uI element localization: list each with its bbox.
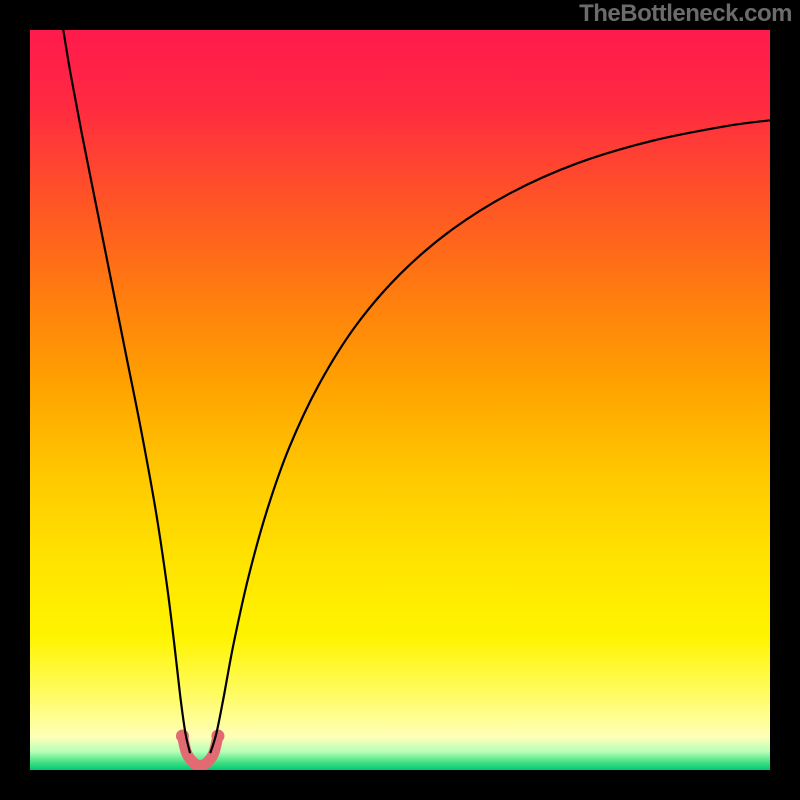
bottleneck-chart <box>0 0 800 800</box>
watermark-text: TheBottleneck.com <box>579 0 792 28</box>
plot-background <box>30 30 770 770</box>
chart-container: TheBottleneck.com <box>0 0 800 800</box>
